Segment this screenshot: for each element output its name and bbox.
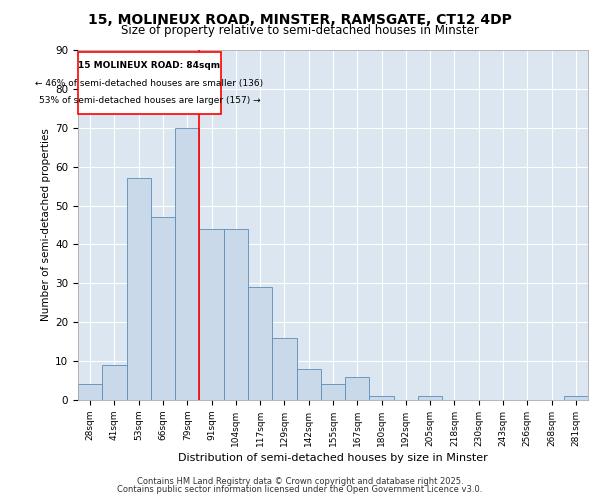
- Bar: [370, 396, 394, 400]
- Bar: [296, 369, 321, 400]
- Bar: [248, 287, 272, 400]
- Bar: [79, 52, 221, 114]
- Text: ← 46% of semi-detached houses are smaller (136): ← 46% of semi-detached houses are smalle…: [35, 78, 263, 88]
- Bar: [175, 128, 199, 400]
- Text: Contains HM Land Registry data © Crown copyright and database right 2025.: Contains HM Land Registry data © Crown c…: [137, 477, 463, 486]
- Text: 53% of semi-detached houses are larger (157) →: 53% of semi-detached houses are larger (…: [39, 96, 260, 105]
- Text: Contains public sector information licensed under the Open Government Licence v3: Contains public sector information licen…: [118, 485, 482, 494]
- Bar: [127, 178, 151, 400]
- Bar: [78, 384, 102, 400]
- Bar: [272, 338, 296, 400]
- Bar: [321, 384, 345, 400]
- Bar: [102, 365, 127, 400]
- Text: 15, MOLINEUX ROAD, MINSTER, RAMSGATE, CT12 4DP: 15, MOLINEUX ROAD, MINSTER, RAMSGATE, CT…: [88, 12, 512, 26]
- Y-axis label: Number of semi-detached properties: Number of semi-detached properties: [41, 128, 51, 322]
- Bar: [199, 229, 224, 400]
- Text: 15 MOLINEUX ROAD: 84sqm: 15 MOLINEUX ROAD: 84sqm: [79, 61, 221, 70]
- Bar: [418, 396, 442, 400]
- Bar: [345, 376, 370, 400]
- Bar: [224, 229, 248, 400]
- Bar: [564, 396, 588, 400]
- Bar: [151, 217, 175, 400]
- X-axis label: Distribution of semi-detached houses by size in Minster: Distribution of semi-detached houses by …: [178, 453, 488, 463]
- Text: Size of property relative to semi-detached houses in Minster: Size of property relative to semi-detach…: [121, 24, 479, 37]
